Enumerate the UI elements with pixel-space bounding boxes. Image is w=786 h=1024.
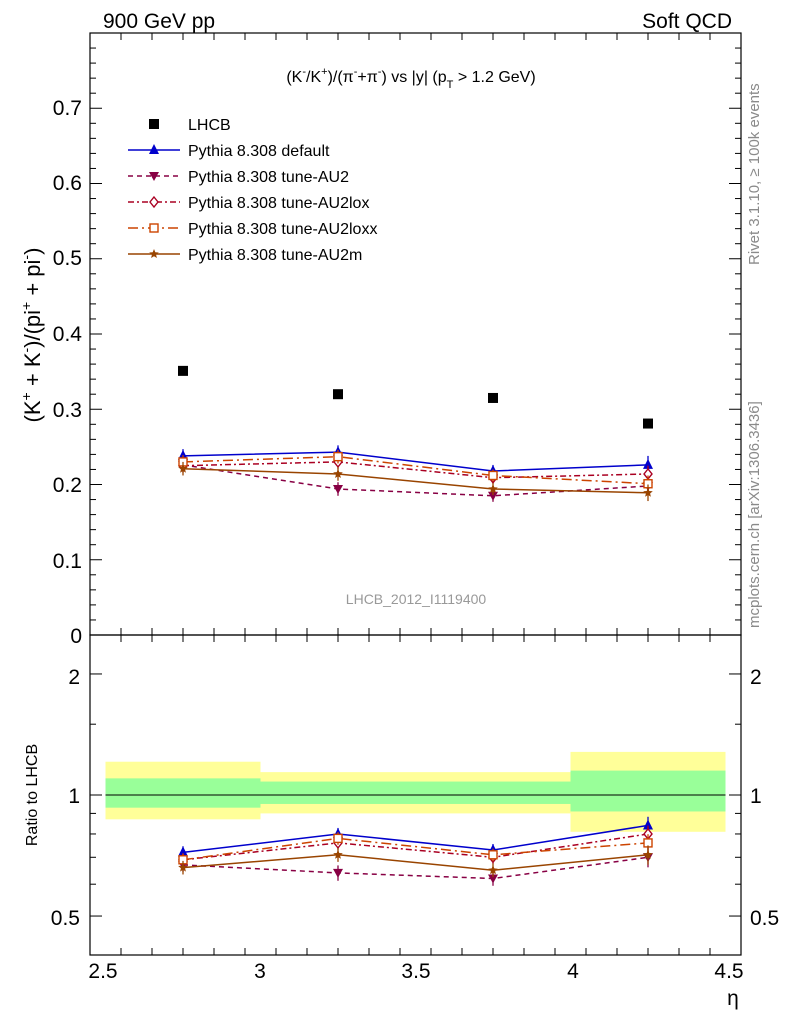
- legend-label-pythia-8-308-tune-au2: Pythia 8.308 tune-AU2: [188, 169, 349, 186]
- x-axis-label: η: [727, 987, 739, 1010]
- pythia-8-308-tune-au2loxx-point-1: [333, 451, 343, 462]
- pythia-8-308-default-ratio-line: [182, 824, 649, 854]
- lhcb-point-2: [488, 392, 498, 403]
- ratio-y-axis-label: Ratio to LHCB: [24, 744, 41, 846]
- legend-marker-pythia-8-308-tune-au2loxx: [149, 223, 159, 233]
- ratio-plot-series: [178, 816, 653, 886]
- pythia-8-308-tune-au2-point-1: [333, 485, 343, 495]
- legend: LHCB Pythia 8.308 default Pythia 8.308 tun…: [128, 117, 377, 264]
- ratio-y-tick-label-2: 2: [68, 666, 80, 689]
- y-tick-label-0.5: 0.5: [53, 247, 82, 270]
- legend-marker-pythia-8-308-tune-au2lox: [149, 195, 159, 209]
- pythia-8-308-tune-au2loxx-ratio-line: [182, 837, 649, 861]
- legend-label-pythia-8-308-tune-au2lox: Pythia 8.308 tune-AU2lox: [188, 195, 369, 212]
- pythia-8-308-tune-au2m-ratio-point-2: [488, 865, 498, 875]
- pythia-8-308-tune-au2loxx-ratio-point-2: [488, 850, 498, 860]
- pythia-8-308-tune-au2lox-line: [182, 461, 649, 479]
- ratio-y-tick-label-right-1: 1: [750, 785, 762, 808]
- pythia-8-308-tune-au2-ratio-line: [182, 856, 649, 880]
- pythia-8-308-default-line: [182, 451, 649, 472]
- lhcb-point-0: [178, 365, 188, 376]
- ratio-stat-band-1: [260, 781, 416, 804]
- mcplots-label: mcplots.cern.ch [arXiv:1306.3436]: [746, 401, 763, 628]
- y-tick-label-0.4: 0.4: [53, 323, 83, 346]
- x-tick-label-4.5: 4.5: [714, 960, 743, 983]
- ratio-uncertainty-bands: [105, 751, 726, 832]
- pythia-8-308-tune-au2-ratio-point-1: [333, 868, 343, 878]
- pythia-8-308-tune-au2lox-ratio-line: [182, 833, 649, 861]
- legend-label-pythia-8-308-tune-au2m: Pythia 8.308 tune-AU2m: [188, 247, 362, 264]
- rivet-version-label: Rivet 3.1.10, ≥ 100k events: [746, 83, 763, 265]
- header-left-label: 900 GeV pp: [103, 10, 215, 33]
- pythia-8-308-tune-au2loxx-ratio-point-1: [333, 833, 343, 844]
- legend-label-pythia-8-308-tune-au2loxx: Pythia 8.308 tune-AU2loxx: [188, 221, 377, 238]
- y-tick-label-0.7: 0.7: [53, 97, 82, 120]
- y-tick-label-0: 0: [70, 625, 82, 648]
- ratio-stat-band-2: [415, 781, 571, 804]
- legend-label-pythia-8-308-default: Pythia 8.308 default: [188, 143, 330, 160]
- x-tick-label-2.5: 2.5: [88, 960, 117, 983]
- ratio-stat-band-3: [570, 770, 726, 812]
- pythia-8-308-tune-au2m-point-0: [178, 463, 188, 473]
- ratio-y-tick-label-right-2: 2: [750, 666, 762, 689]
- x-tick-label-4: 4: [567, 960, 579, 983]
- pythia-8-308-tune-au2m-ratio-line: [182, 854, 649, 871]
- pythia-8-308-tune-au2m-line: [182, 467, 649, 494]
- lhcb-point-3: [643, 418, 653, 429]
- plot-frames: [89, 32, 742, 956]
- header-right-label: Soft QCD: [642, 10, 732, 33]
- pythia-8-308-tune-au2m-ratio-point-1: [333, 849, 343, 859]
- main-plot-series: [178, 365, 653, 502]
- main-y-axis-label: (K+ + K-)/(pi+ + pi-): [18, 248, 45, 423]
- y-tick-label-0.2: 0.2: [53, 474, 82, 497]
- ratio-y-tick-label-right-0.5: 0.5: [750, 907, 779, 930]
- pythia-8-308-tune-au2m-ratio-point-0: [178, 862, 188, 872]
- pythia-8-308-tune-au2m-point-1: [333, 469, 343, 478]
- pythia-8-308-default-point-3: [643, 458, 653, 469]
- ratio-y-tick-label-0.5: 0.5: [51, 907, 80, 930]
- y-tick-label-0.6: 0.6: [53, 172, 82, 195]
- analysis-watermark: LHCB_2012_I1119400: [346, 591, 487, 607]
- lhcb-point-1: [333, 389, 343, 400]
- pythia-8-308-tune-au2-point-2: [488, 491, 498, 501]
- legend-marker-pythia-8-308-tune-au2m: [149, 249, 159, 258]
- legend-marker-lhcb: [149, 119, 159, 129]
- legend-marker-pythia-8-308-tune-au2: [149, 172, 159, 181]
- pythia-8-308-tune-au2m-point-2: [488, 484, 498, 494]
- legend-label-lhcb: LHCB: [188, 117, 231, 134]
- pythia-8-308-default-ratio-point-0: [178, 846, 188, 857]
- pythia-8-308-tune-au2loxx-point-2: [488, 470, 498, 481]
- ratio-y-tick-label-1: 1: [68, 785, 80, 808]
- x-tick-label-3.5: 3.5: [401, 960, 430, 983]
- ratio-stat-band-0: [105, 778, 261, 808]
- pythia-8-308-tune-au2loxx-line: [182, 455, 649, 485]
- pythia-8-308-tune-au2-ratio-point-2: [488, 874, 498, 884]
- y-tick-label-0.1: 0.1: [53, 550, 82, 573]
- pythia-8-308-tune-au2m-ratio-point-3: [643, 849, 653, 859]
- y-tick-label-0.3: 0.3: [53, 399, 82, 422]
- plot-title: (K-/K+)/(π-+π-) vs |y| (pT > 1.2 GeV): [286, 66, 535, 91]
- legend-marker-pythia-8-308-default: [149, 144, 159, 154]
- pythia-8-308-tune-au2m-point-3: [643, 487, 653, 497]
- pythia-8-308-default-ratio-point-3: [643, 819, 653, 830]
- x-tick-label-3: 3: [254, 960, 266, 983]
